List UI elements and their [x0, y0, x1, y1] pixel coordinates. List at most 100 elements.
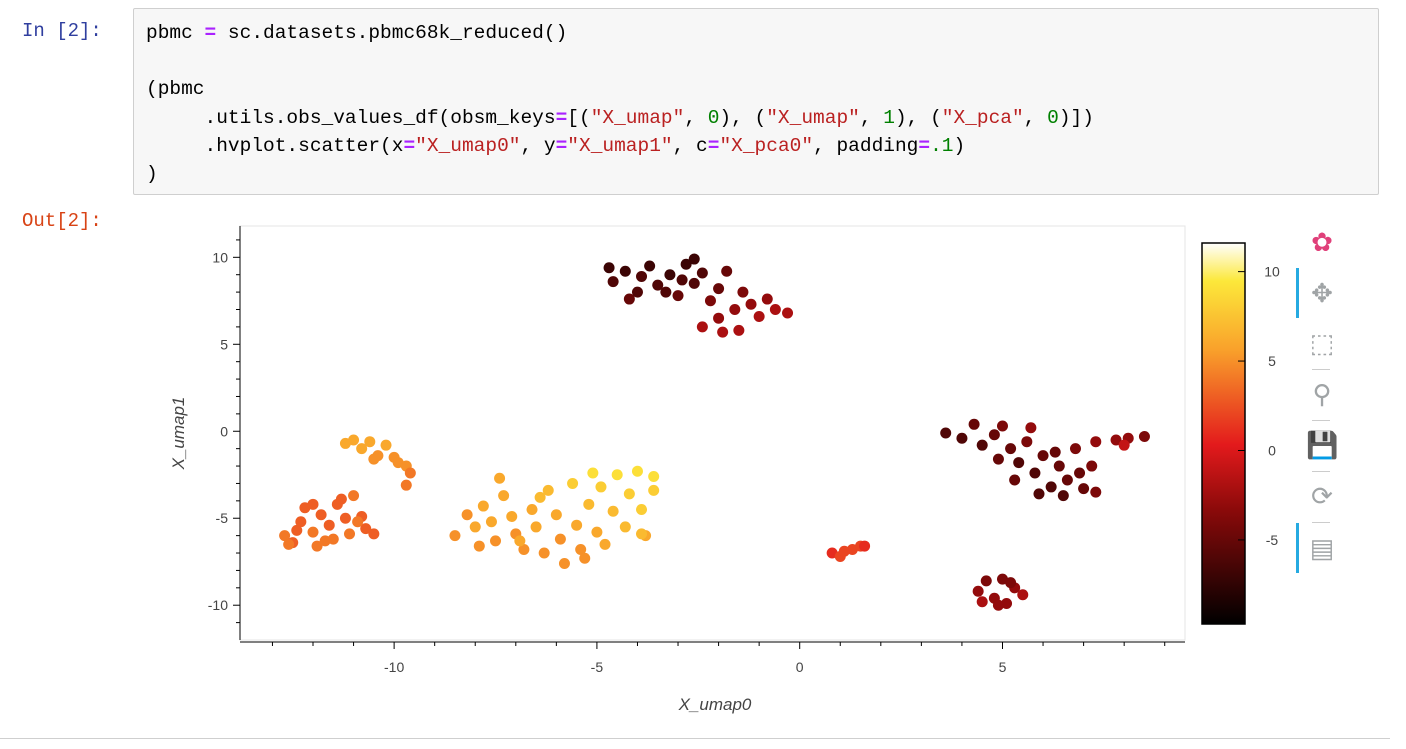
code-token: sc.datasets.pbmc68k_reduced()	[216, 22, 568, 44]
scatter-point	[1037, 450, 1049, 462]
colorbar-tick-label: 5	[1268, 353, 1276, 369]
colorbar-ticks: -5 0 5 10	[1238, 264, 1280, 548]
scatter-point	[311, 540, 323, 552]
scatter-point	[283, 538, 295, 550]
scatter-point	[1025, 422, 1037, 434]
scatter-point	[518, 544, 530, 556]
x-tick-label: 5	[999, 659, 1007, 675]
code-token: 0	[707, 106, 720, 129]
axes: -10 -5 0 5 -10 -5 0 5 10	[208, 226, 1185, 675]
scatter-point	[1074, 467, 1086, 479]
scatter-point	[648, 470, 660, 482]
scatter-point	[477, 500, 489, 512]
code-token: ,	[1023, 106, 1048, 129]
plot-frame	[239, 225, 1186, 641]
scatter-point	[782, 307, 794, 319]
code-line: pbmc = sc.datasets.pbmc68k_reduced()	[146, 19, 1094, 47]
toolbar-divider	[1312, 471, 1330, 472]
scatter-point	[704, 295, 716, 307]
code-token: .hvplot.scatter(x	[146, 134, 404, 157]
scatter-point	[1118, 439, 1130, 451]
scatter-point	[1017, 589, 1029, 601]
scatter-point	[575, 544, 587, 556]
y-tick-label: -10	[208, 597, 228, 613]
points-layer	[279, 253, 1150, 611]
code-token: )	[146, 162, 158, 185]
scatter-point	[295, 516, 307, 528]
scatter-point	[461, 509, 473, 521]
scatter-point	[1053, 460, 1065, 472]
scatter-point	[319, 535, 331, 547]
toolbar-divider	[1312, 369, 1330, 370]
code-token: =	[555, 134, 568, 157]
scatter-point	[368, 453, 380, 465]
scatter-point	[449, 530, 461, 542]
scatter-point	[579, 552, 591, 564]
output-prompt: Out[2]:	[22, 210, 102, 232]
code-editor[interactable]: pbmc = sc.datasets.pbmc68k_reduced() (pbm…	[146, 19, 1094, 188]
scatter-point	[490, 535, 502, 547]
next-cell[interactable]	[0, 738, 1390, 749]
scatter-point	[636, 504, 648, 516]
scatter-point	[494, 472, 506, 484]
scatter-point	[530, 521, 542, 533]
scatter-point	[1049, 446, 1061, 458]
code-token: =	[555, 106, 568, 129]
scatter-point	[980, 575, 992, 587]
code-token: 0	[1047, 106, 1059, 129]
scatter-point	[623, 293, 635, 305]
box-zoom-icon[interactable]: ⬚	[1309, 328, 1335, 358]
code-cell[interactable]: pbmc = sc.datasets.pbmc68k_reduced() (pbm…	[133, 8, 1379, 195]
y-axis-label: X_umap1	[169, 397, 188, 471]
scatter-point	[1086, 460, 1098, 472]
toolbar-divider	[1312, 420, 1330, 421]
scatter-point	[360, 523, 372, 535]
scatter-point	[534, 491, 546, 503]
code-token: .utils.obs_values_df(obsm_keys	[146, 106, 556, 129]
scatter-point	[1078, 483, 1090, 495]
scatter-point	[364, 436, 376, 448]
scatter-point	[1138, 430, 1150, 442]
reset-icon[interactable]: ⟳	[1311, 481, 1333, 511]
code-token: "X_umap1"	[567, 134, 673, 157]
scatter-point	[554, 533, 566, 545]
hover-icon[interactable]: ▤	[1309, 533, 1335, 563]
scatter-point	[1061, 474, 1073, 486]
scatter-point	[1090, 486, 1102, 498]
code-token: , y	[520, 134, 556, 157]
scatter-point	[356, 443, 368, 455]
scatter-point	[315, 509, 327, 521]
x-axis-label: X_umap0	[678, 695, 752, 714]
code-token: "X_umap"	[766, 106, 860, 129]
code-token: "X_pca"	[941, 106, 1024, 129]
scatter-point	[1057, 490, 1069, 502]
scatter-point	[368, 528, 380, 540]
scatter-point	[636, 270, 648, 282]
save-icon[interactable]: 💾	[1306, 430, 1339, 460]
scatter-point	[619, 521, 631, 533]
scatter-point	[583, 498, 595, 510]
scatter-point	[498, 490, 510, 502]
scatter-point	[996, 420, 1008, 432]
code-token: ), (	[894, 106, 942, 129]
wheel-zoom-icon[interactable]: ⚲	[1312, 379, 1332, 409]
code-token: (pbmc	[146, 78, 205, 101]
code-token: pbmc	[146, 22, 205, 44]
colorbar-tick-label: 0	[1268, 442, 1276, 458]
code-token: )])	[1058, 106, 1094, 129]
code-token: "X_umap0"	[415, 134, 521, 157]
scatter-point	[696, 267, 708, 279]
scatter-point	[404, 467, 416, 479]
scatter-point	[526, 504, 538, 516]
scatter-point	[717, 326, 729, 338]
scatter-point	[335, 493, 347, 505]
scatter-point	[307, 526, 319, 538]
scatter-point	[611, 469, 623, 481]
code-token: , padding	[813, 134, 919, 157]
scatter-point	[607, 505, 619, 517]
pan-icon[interactable]: ✥	[1311, 278, 1333, 308]
x-tick-label: -10	[384, 659, 404, 675]
scatter-point	[1045, 481, 1057, 493]
scatter-point	[648, 484, 660, 496]
